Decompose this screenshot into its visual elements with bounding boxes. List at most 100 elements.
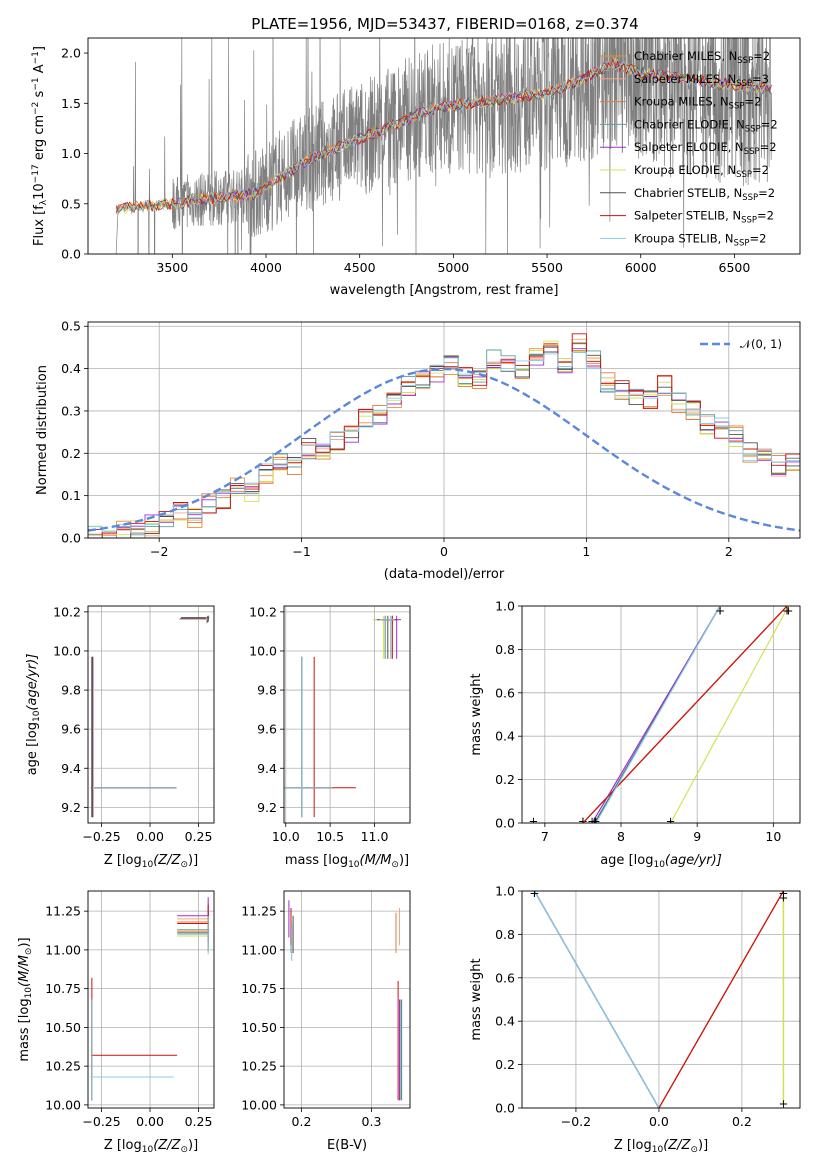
y-axis-label: mass weight — [469, 673, 484, 755]
x-axis-label: Z [log10(Z/Z⊙)] — [614, 1138, 708, 1155]
y-tick-label: 1.5 — [61, 96, 81, 111]
age-vs-metallicity-panel: −0.25 0.00 0.25 9.2 9.4 9.6 9.8 10.0 10.2 Z [log1… — [25, 604, 215, 870]
y-tick-label: 9.8 — [61, 683, 81, 698]
x-tick-label: 11.0 — [361, 829, 389, 844]
x-axis-label: Z [log10(Z/Z⊙)] — [104, 1138, 198, 1155]
x-tick-label: 4500 — [344, 260, 376, 275]
cumulative-weight-line — [533, 891, 660, 1108]
x-tick-label: 0.2 — [292, 1114, 312, 1129]
y-tick-label: 10.25 — [241, 1059, 277, 1074]
y-tick-label: 10.2 — [249, 604, 277, 619]
axes-frame — [283, 605, 411, 824]
legend-entry: Chabrier ELODIE, NSSP=2 — [634, 117, 778, 134]
y-tick-label: 10.00 — [241, 1097, 277, 1112]
x-tick-label: −0.25 — [82, 1114, 120, 1129]
legend-entry: Salpeter STELIB, NSSP=2 — [634, 209, 774, 226]
x-tick-label: 5000 — [437, 260, 469, 275]
chart-title: PLATE=1956, MJD=53437, FIBERID=0168, z=0… — [251, 15, 638, 33]
x-tick-label: −0.25 — [82, 829, 120, 844]
legend-entry: Salpeter ELODIE, NSSP=2 — [634, 140, 777, 157]
point-marker: + — [578, 814, 588, 828]
x-tick-label: 7 — [541, 829, 549, 844]
y-tick-label: 0.2 — [495, 1057, 515, 1072]
y-tick-label: 0.6 — [495, 685, 515, 700]
histograms — [88, 333, 800, 538]
point-marker: + — [715, 603, 725, 617]
legend-entry: Salpeter MILES, NSSP=3 — [634, 72, 769, 89]
y-axis-label: mass weight — [469, 958, 484, 1040]
y-tick-label: 1.0 — [495, 884, 515, 899]
axes-frame — [283, 890, 411, 1109]
y-tick-label: 11.00 — [241, 942, 277, 957]
point-marker: + — [578, 814, 588, 828]
y-tick-label: 11.25 — [45, 904, 81, 919]
cumulative-lines: +++++ +++ ++ — [530, 886, 789, 1108]
y-tick-label: 11.25 — [241, 904, 277, 919]
histogram-step — [88, 348, 800, 534]
y-tick-label: 10.50 — [241, 1020, 277, 1035]
cumulative-weight-line — [669, 606, 790, 823]
y-tick-label: 10.00 — [45, 1097, 81, 1112]
x-axis-label: mass [log10(M/M⊙)] — [285, 853, 409, 870]
x-tick-label: −0.2 — [561, 1114, 591, 1129]
axes-frame — [87, 321, 801, 539]
y-tick-label: 0.0 — [61, 247, 81, 262]
axes-frame — [521, 605, 801, 824]
point-marker: + — [782, 603, 792, 617]
axes-frame — [87, 890, 215, 1109]
cumulative-weight-line — [582, 606, 788, 823]
point-marker: + — [715, 603, 725, 617]
legend-entry: Kroupa STELIB, NSSP=2 — [634, 231, 766, 248]
y-tick-label: 0.0 — [61, 531, 81, 546]
y-axis-label: mass [log10(M/M⊙)] — [17, 937, 34, 1061]
x-axis-label: E(B-V) — [327, 1138, 367, 1153]
y-tick-label: 9.4 — [257, 761, 277, 776]
point-marker: + — [530, 886, 540, 900]
histogram-step — [88, 342, 800, 536]
legend-entry: Chabrier MILES, NSSP=2 — [634, 49, 770, 66]
mass-vs-metallicity-panel: −0.25 0.00 0.25 10.00 10.25 10.50 10.75 11.00 11… — [17, 890, 215, 1155]
y-tick-label: 0.4 — [61, 361, 81, 376]
point-marker: + — [591, 814, 601, 828]
y-tick-label: 9.6 — [257, 722, 277, 737]
x-axis-label: wavelength [Angstrom, rest frame] — [330, 283, 559, 298]
cumulative-lines: ++++++++++++++++++ — [529, 603, 793, 828]
x-tick-label: 0.25 — [185, 829, 213, 844]
model-spectrum — [115, 60, 771, 215]
age-vs-mass-panel: 10.0 10.5 11.0 9.2 9.4 9.6 9.8 10.0 10.2 mass [lo… — [249, 604, 411, 870]
x-tick-label: 2 — [725, 544, 733, 559]
x-tick-label: −2 — [150, 544, 168, 559]
legend-entry: Kroupa ELODIE, NSSP=2 — [634, 163, 769, 180]
markers — [90, 897, 210, 1101]
y-tick-label: 0.3 — [61, 403, 81, 418]
y-tick-label: 11.00 — [45, 942, 81, 957]
point-marker: + — [779, 886, 789, 900]
x-tick-label: 10.0 — [272, 829, 300, 844]
markers — [284, 615, 402, 818]
point-marker: + — [529, 814, 539, 828]
x-tick-label: 4000 — [250, 260, 282, 275]
y-axis-label: age [log10(age/yr)] — [25, 654, 42, 776]
y-tick-label: 10.75 — [45, 981, 81, 996]
y-tick-label: 0.8 — [495, 927, 515, 942]
spectrum-lines — [115, 38, 773, 254]
y-tick-label: 2.0 — [61, 46, 81, 61]
y-tick-label: 9.6 — [61, 722, 81, 737]
y-tick-label: 9.2 — [61, 800, 81, 815]
y-tick-label: 10.25 — [45, 1059, 81, 1074]
point-marker: + — [587, 814, 597, 828]
point-marker: + — [530, 886, 540, 900]
y-tick-label: 0.4 — [495, 729, 515, 744]
y-tick-label: 0.1 — [61, 488, 81, 503]
x-axis-label: Z [log10(Z/Z⊙)] — [104, 853, 198, 870]
point-marker: + — [530, 886, 540, 900]
y-tick-label: 1.0 — [61, 146, 81, 161]
legend-entry: Chabrier STELIB, NSSP=2 — [634, 186, 775, 203]
x-tick-label: 0.0 — [649, 1114, 669, 1129]
y-tick-label: 9.4 — [61, 761, 81, 776]
x-tick-label: 0.3 — [362, 1114, 382, 1129]
point-marker: + — [779, 886, 789, 900]
legend-entry: 𝒩(0, 1) — [740, 337, 782, 351]
markers — [288, 900, 403, 1101]
